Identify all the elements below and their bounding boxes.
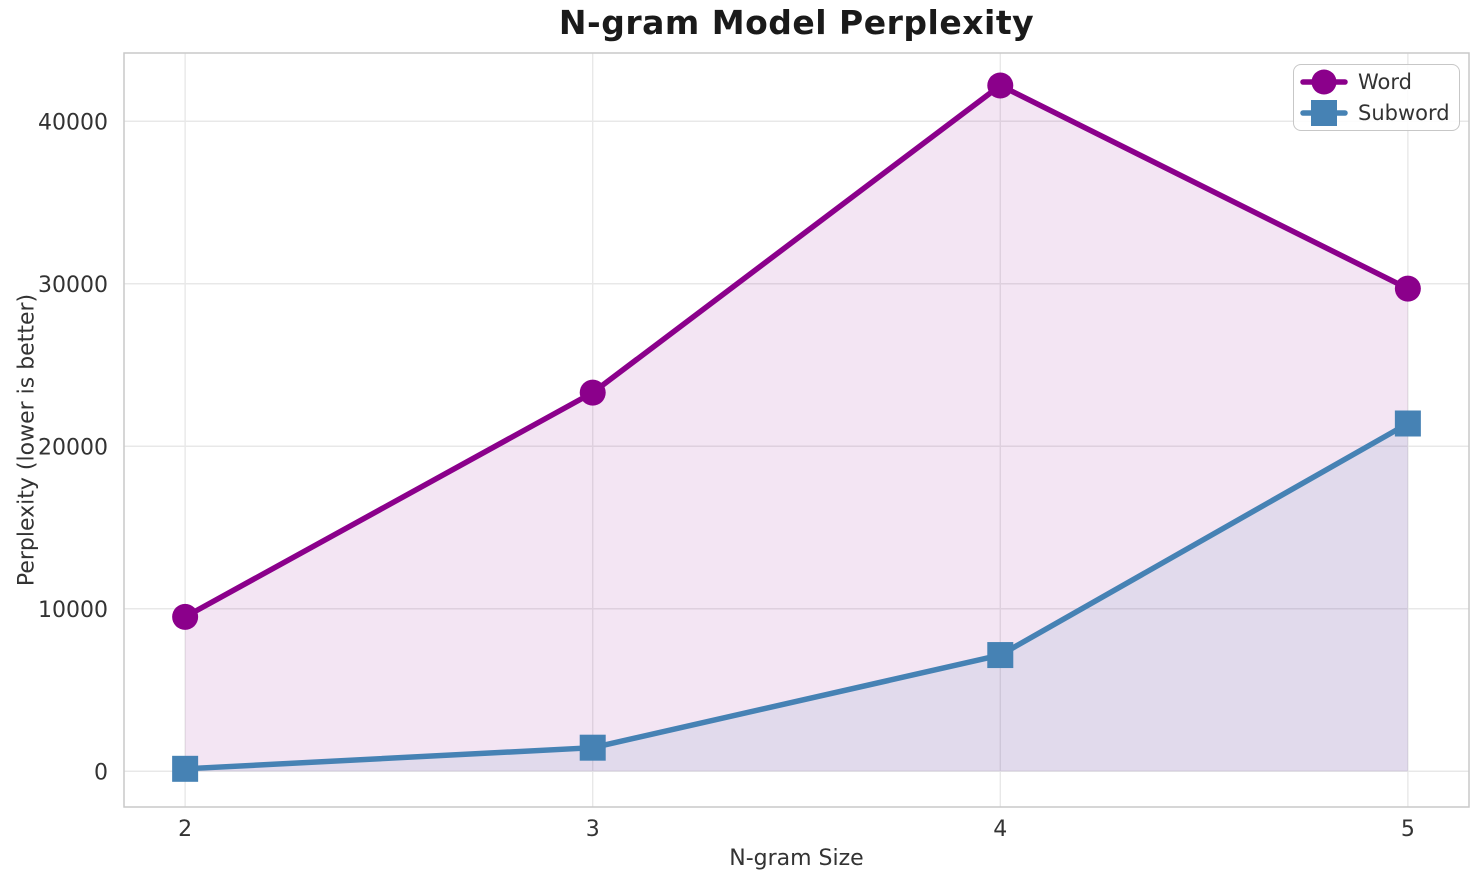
x-axis-label: N-gram Size <box>729 846 864 871</box>
y-tick-label: 10000 <box>38 598 108 623</box>
word-data-marker <box>172 603 199 630</box>
subword-data-marker <box>987 642 1014 669</box>
word-data-marker <box>1394 275 1421 302</box>
word-line <box>182 82 1411 620</box>
word-series-marker-icon <box>1300 69 1348 95</box>
x-tick-label: 4 <box>993 817 1007 842</box>
legend-item-subword: Subword <box>1300 98 1459 129</box>
x-tick-label: 3 <box>586 817 600 842</box>
legend-item-word: Word <box>1300 67 1459 98</box>
subword-series-marker-icon <box>1300 100 1348 126</box>
chart-title: N-gram Model Perplexity <box>558 3 1035 42</box>
legend-label-subword: Subword <box>1358 101 1450 125</box>
y-tick-label: 30000 <box>38 273 108 298</box>
x-tick-label: 5 <box>1401 817 1415 842</box>
subword-line <box>182 420 1411 772</box>
subword-area-fill <box>185 423 1408 772</box>
legend: Word Subword <box>1293 64 1460 131</box>
y-tick-label: 20000 <box>38 435 108 460</box>
x-tick-label: 2 <box>178 817 192 842</box>
y-tick-label: 0 <box>94 760 108 785</box>
word-data-marker <box>579 379 606 406</box>
y-tick-label: 40000 <box>38 110 108 135</box>
subword-data-marker <box>1394 410 1421 437</box>
legend-label-word: Word <box>1358 70 1412 94</box>
word-data-marker <box>987 72 1014 99</box>
y-axis-label: Perplexity (lower is better) <box>14 293 40 587</box>
subword-data-marker <box>579 734 606 761</box>
axes-frame <box>123 52 1470 808</box>
subword-data-marker <box>172 755 199 782</box>
